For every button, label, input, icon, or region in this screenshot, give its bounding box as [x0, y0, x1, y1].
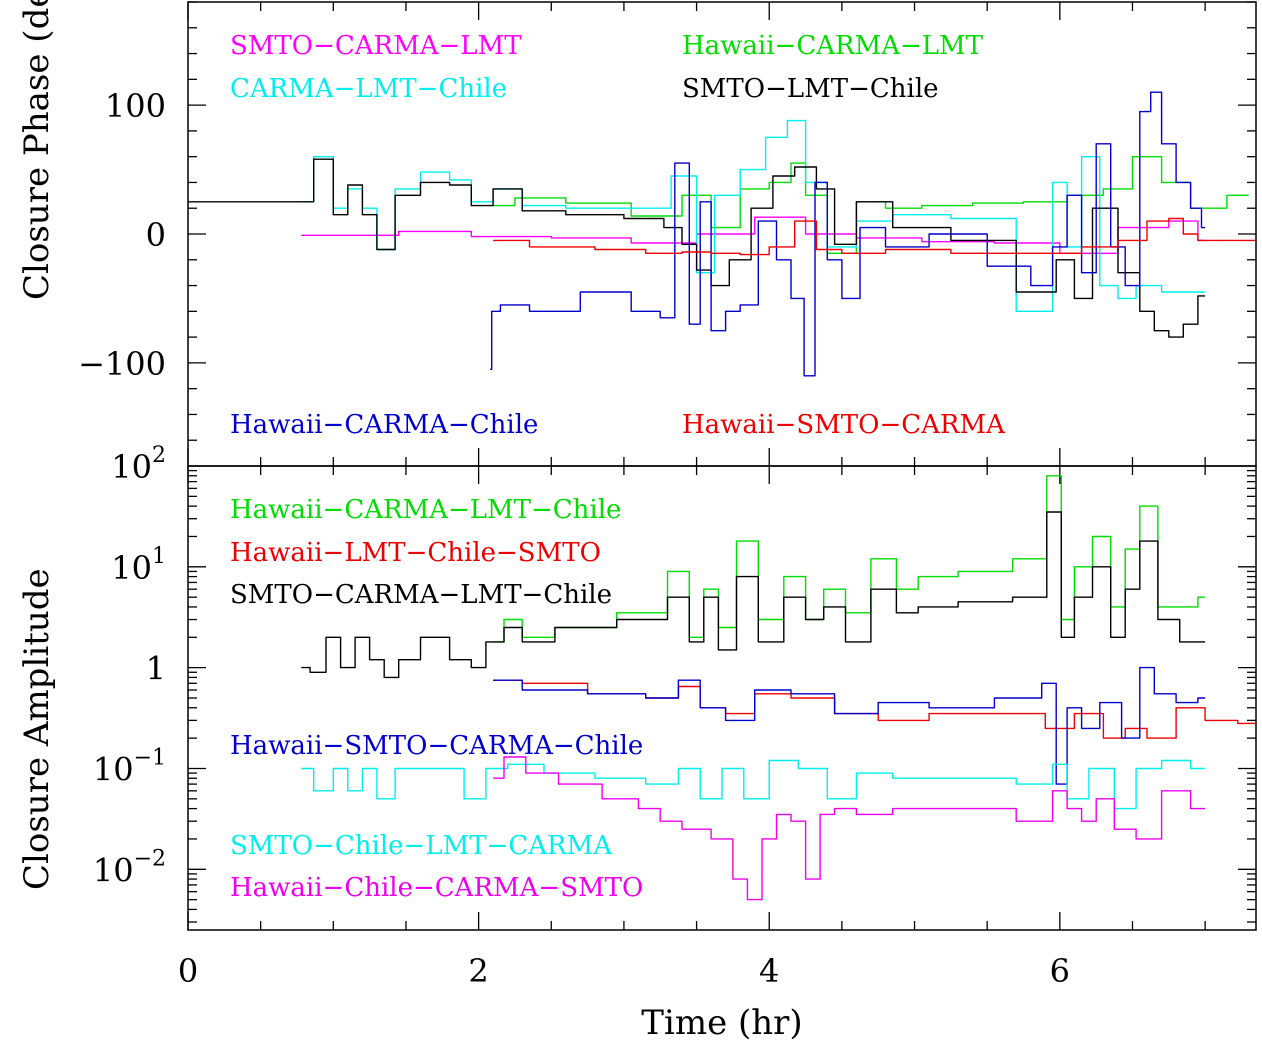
legend-entry: SMTO−CARMA−LMT: [230, 31, 522, 61]
legend-entry: Hawaii−CARMA−LMT: [682, 31, 984, 61]
phase-y-axis-title: Closure Phase (deg): [17, 0, 57, 300]
legend-entry: Hawaii−Chile−CARMA−SMTO: [230, 873, 643, 903]
tick-labels: 0 2 4 6 100 0 −100 102 101 1 10−1 10−2: [78, 87, 1070, 990]
legend-entry: Hawaii−LMT−Chile−SMTO: [230, 538, 601, 568]
legends: SMTO−CARMA−LMT Hawaii−CARMA−LMT CARMA−LMT−…: [230, 31, 1006, 903]
series-line: [301, 511, 1206, 679]
series-line: [493, 756, 1206, 901]
x-tick-label: 0: [178, 952, 198, 990]
legend-entry: SMTO−LMT−Chile: [682, 74, 939, 104]
legend-entry: Hawaii−SMTO−CARMA−Chile: [230, 731, 643, 761]
y-tick-label: 0: [146, 216, 166, 254]
y-tick-label: 10−2: [93, 846, 166, 889]
y-tick-label: 10−1: [93, 745, 166, 788]
series-line: [493, 679, 1256, 739]
series-layer: [188, 91, 1256, 901]
legend-entry: Hawaii−CARMA−Chile: [230, 410, 538, 440]
series-line: [493, 156, 1249, 254]
series-line: [490, 91, 1206, 377]
series-line: [301, 119, 1206, 312]
axis-ticks: [187, 1, 1256, 930]
y-tick-label: 101: [111, 544, 166, 587]
legend-entry: SMTO−Chile−LMT−CARMA: [230, 831, 613, 861]
legend-entry: Hawaii−CARMA−LMT−Chile: [230, 495, 621, 525]
y-tick-label: 1: [146, 650, 166, 688]
legend-entry: CARMA−LMT−Chile: [230, 74, 507, 104]
series-line: [301, 216, 1206, 254]
amplitude-y-axis-title: Closure Amplitude: [17, 568, 57, 890]
series-line: [493, 666, 1206, 785]
x-axis-title: Time (hr): [641, 1003, 802, 1043]
legend-entry: Hawaii−SMTO−CARMA: [682, 410, 1006, 440]
y-tick-label: 102: [111, 443, 166, 486]
series-line: [301, 759, 1206, 810]
x-tick-label: 2: [468, 952, 488, 990]
x-tick-label: 6: [1050, 952, 1070, 990]
series-line: [493, 217, 1256, 256]
x-tick-label: 4: [759, 952, 779, 990]
y-tick-label: 100: [105, 87, 166, 125]
y-tick-label: −100: [78, 345, 166, 383]
legend-entry: SMTO−CARMA−LMT−Chile: [230, 580, 612, 610]
